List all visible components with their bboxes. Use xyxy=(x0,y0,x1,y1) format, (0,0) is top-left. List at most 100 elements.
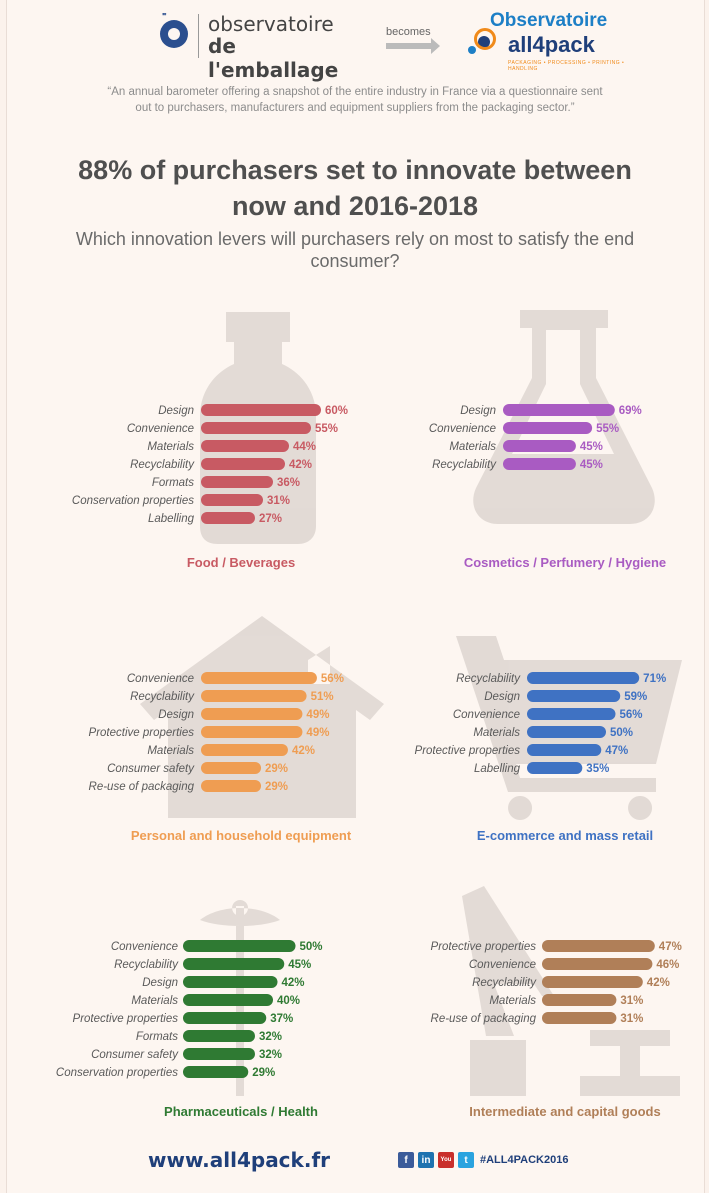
bar-2 xyxy=(183,958,285,970)
value-label: 50% xyxy=(300,941,323,953)
category-label: Recyclability xyxy=(130,691,195,703)
chart-1: Design 60% Convenience 55% Materials 44% Recyc… xyxy=(72,404,348,570)
hashtag: #ALL4PACK2016 xyxy=(480,1154,569,1166)
chart-title: Food / Beverages xyxy=(187,555,295,570)
category-label: Design xyxy=(142,977,178,989)
value-label: 32% xyxy=(259,1031,282,1043)
category-label: Materials xyxy=(449,441,496,453)
eye-lashes-icon: '''' xyxy=(162,12,167,23)
category-label: Convenience xyxy=(429,423,496,435)
category-label: Convenience xyxy=(453,709,520,721)
chart-2: Design 69% Convenience 55% Materials 45% Recyc… xyxy=(429,404,666,570)
category-label: Labelling xyxy=(474,763,521,775)
value-label: 32% xyxy=(259,1049,282,1061)
category-label: Design xyxy=(158,405,194,417)
bar-4 xyxy=(201,726,303,738)
chart-4: Recyclability 71% Design 59% Convenience 56% M… xyxy=(415,672,666,843)
category-label: Protective properties xyxy=(431,941,537,953)
bar-4 xyxy=(183,994,273,1006)
category-label: Formats xyxy=(136,1031,178,1043)
chart-title: Cosmetics / Perfumery / Hygiene xyxy=(464,555,666,570)
category-label: Recyclability xyxy=(472,977,537,989)
facebook-icon[interactable]: f xyxy=(398,1152,414,1168)
value-label: 45% xyxy=(580,441,603,453)
value-label: 40% xyxy=(277,995,300,1007)
value-label: 46% xyxy=(656,959,679,971)
category-label: Re-use of packaging xyxy=(89,781,195,793)
category-label: Convenience xyxy=(127,673,194,685)
bar-6 xyxy=(201,494,263,506)
category-label: Recyclability xyxy=(130,459,195,471)
bar-3 xyxy=(527,708,616,720)
headline: 88% of purchasers set to innovate betwee… xyxy=(78,155,632,221)
chart-3: Convenience 56% Recyclability 51% Design 49% P… xyxy=(89,672,352,843)
bar-6 xyxy=(527,762,583,774)
bar-2 xyxy=(527,690,621,702)
category-label: Protective properties xyxy=(415,745,521,757)
youtube-icon[interactable]: You xyxy=(438,1152,454,1168)
value-label: 50% xyxy=(610,727,633,739)
bar-3 xyxy=(201,708,303,720)
bar-8 xyxy=(183,1066,249,1078)
value-label: 69% xyxy=(619,405,642,417)
bar-1 xyxy=(201,404,321,416)
bar-2 xyxy=(542,958,653,970)
linkedin-icon[interactable]: in xyxy=(418,1152,434,1168)
subtitle: Which innovation levers will purchasers … xyxy=(75,229,635,271)
bar-4 xyxy=(542,994,617,1006)
category-label: Recyclability xyxy=(432,459,497,471)
logo-left-line1: observatoire xyxy=(208,12,334,36)
value-label: 45% xyxy=(580,459,603,471)
value-label: 51% xyxy=(311,691,334,703)
eye-icon xyxy=(160,20,188,48)
value-label: 49% xyxy=(306,727,329,739)
value-label: 36% xyxy=(277,477,300,489)
value-label: 47% xyxy=(659,941,682,953)
bar-1 xyxy=(201,672,317,684)
value-label: 47% xyxy=(605,745,628,757)
value-label: 45% xyxy=(288,959,311,971)
value-label: 27% xyxy=(259,513,282,525)
bar-5 xyxy=(201,744,288,756)
bar-1 xyxy=(527,672,640,684)
category-label: Conservation properties xyxy=(56,1067,178,1079)
value-label: 29% xyxy=(265,781,288,793)
category-label: Convenience xyxy=(127,423,194,435)
bar-3 xyxy=(183,976,278,988)
category-label: Materials xyxy=(473,727,520,739)
footer-url[interactable]: www.all4pack.fr xyxy=(148,1148,331,1172)
social-links: f in You t #ALL4PACK2016 xyxy=(398,1150,568,1170)
flask-icon xyxy=(473,310,655,524)
category-label: Design xyxy=(460,405,496,417)
chart-title: Intermediate and capital goods xyxy=(469,1104,660,1119)
twitter-icon[interactable]: t xyxy=(458,1152,474,1168)
category-label: Protective properties xyxy=(73,1013,179,1025)
bar-7 xyxy=(183,1048,255,1060)
value-label: 31% xyxy=(620,995,643,1007)
category-label: Labelling xyxy=(148,513,195,525)
bar-1 xyxy=(542,940,655,952)
logo-right-line1: Observatoire xyxy=(490,10,608,31)
category-label: Recyclability xyxy=(456,673,521,685)
bar-4 xyxy=(201,458,285,470)
bar-3 xyxy=(201,440,289,452)
category-label: Materials xyxy=(489,995,536,1007)
category-label: Conservation properties xyxy=(72,495,194,507)
value-label: 37% xyxy=(270,1013,293,1025)
bar-4 xyxy=(503,458,576,470)
value-label: 59% xyxy=(624,691,647,703)
value-label: 31% xyxy=(267,495,290,507)
bar-2 xyxy=(201,690,307,702)
becomes-label: becomes xyxy=(386,26,431,38)
value-label: 71% xyxy=(643,673,666,685)
intro-quote: “An annual barometer offering a snapshot… xyxy=(107,86,603,114)
chart-title: Personal and household equipment xyxy=(131,828,352,843)
bar-4 xyxy=(527,726,606,738)
chart-5: Convenience 50% Recyclability 45% Design 42% M… xyxy=(56,940,323,1119)
category-label: Formats xyxy=(152,477,194,489)
value-label: 29% xyxy=(252,1067,275,1079)
category-label: Design xyxy=(484,691,520,703)
bar-5 xyxy=(527,744,602,756)
category-label: Consumer safety xyxy=(91,1049,179,1061)
